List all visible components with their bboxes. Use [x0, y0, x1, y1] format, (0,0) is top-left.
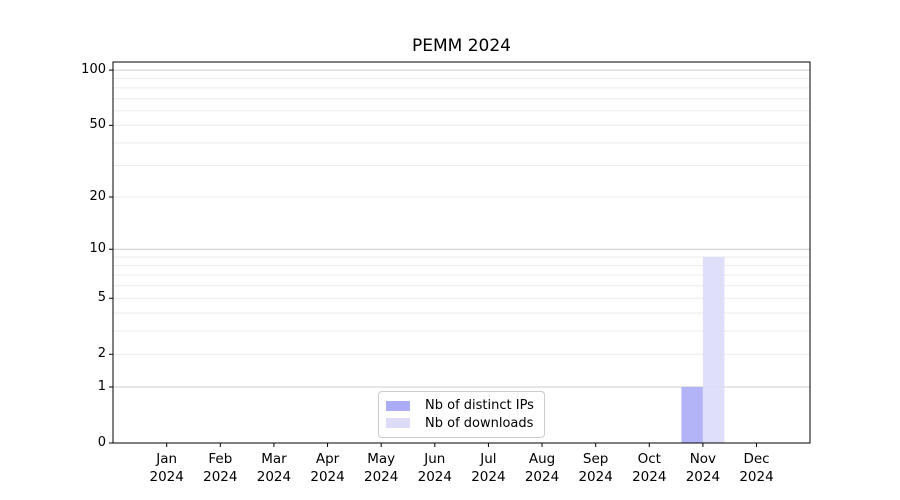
legend-label: Nb of downloads [425, 415, 534, 431]
bar-distinct-ips [681, 386, 703, 443]
y-tick-label: 50 [89, 117, 106, 133]
x-tick-label: Sep 2024 [578, 451, 613, 485]
legend-label: Nb of distinct IPs [425, 398, 534, 414]
x-tick-label: Nov 2024 [685, 451, 721, 485]
x-tick-label: Mar 2024 [256, 451, 292, 485]
x-tick-label: Aug 2024 [524, 451, 560, 485]
plot-border [112, 61, 811, 444]
chart-legend: Nb of distinct IPs Nb of downloads [378, 391, 545, 438]
x-tick-label: Dec 2024 [739, 451, 774, 485]
x-tick-label: May 2024 [363, 451, 399, 485]
y-tick-label: 10 [89, 241, 106, 257]
y-tick-label: 0 [97, 435, 106, 450]
x-tick-label: Jan 2024 [149, 451, 184, 485]
x-tick-label: Oct 2024 [632, 451, 667, 485]
x-tick-label: Feb 2024 [203, 451, 238, 485]
y-tick-label: 2 [97, 346, 106, 362]
legend-row: Nb of downloads [386, 415, 536, 433]
x-tick-label: Apr 2024 [310, 451, 345, 485]
legend-row: Nb of distinct IPs [386, 397, 536, 415]
legend-swatch-downloads [386, 418, 410, 429]
y-tick-label: 20 [89, 189, 106, 204]
y-tick-label: 100 [81, 62, 106, 78]
y-tick-label: 1 [97, 378, 106, 394]
x-tick-label: Jun 2024 [417, 451, 452, 485]
legend-swatch-distinct-ips [386, 400, 410, 411]
y-tick-label: 5 [97, 290, 106, 306]
chart-title: PEMM 2024 [412, 36, 511, 56]
x-tick-label: Jul 2024 [471, 451, 506, 485]
bar-downloads [702, 256, 725, 443]
